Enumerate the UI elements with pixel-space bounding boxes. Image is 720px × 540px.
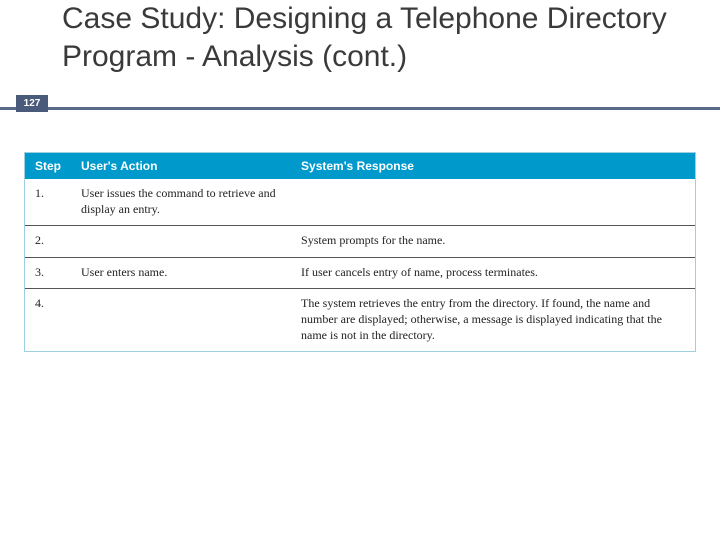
slide-title: Case Study: Designing a Telephone Direct… bbox=[62, 0, 692, 75]
cell-response: The system retrieves the entry from the … bbox=[291, 288, 695, 351]
cell-step: 4. bbox=[25, 288, 71, 351]
steps-table-container: Step User's Action System's Response 1. … bbox=[24, 152, 696, 352]
header-response: System's Response bbox=[291, 153, 695, 179]
table-row: 3. User enters name. If user cancels ent… bbox=[25, 257, 695, 288]
cell-action: User enters name. bbox=[71, 257, 291, 288]
cell-step: 3. bbox=[25, 257, 71, 288]
steps-table: Step User's Action System's Response 1. … bbox=[25, 153, 695, 351]
cell-step: 2. bbox=[25, 226, 71, 257]
header-step: Step bbox=[25, 153, 71, 179]
table-row: 4. The system retrieves the entry from t… bbox=[25, 288, 695, 351]
table-row: 2. System prompts for the name. bbox=[25, 226, 695, 257]
title-underline bbox=[0, 107, 720, 110]
cell-step: 1. bbox=[25, 179, 71, 226]
cell-response: System prompts for the name. bbox=[291, 226, 695, 257]
cell-action bbox=[71, 288, 291, 351]
cell-response: If user cancels entry of name, process t… bbox=[291, 257, 695, 288]
table-header-row: Step User's Action System's Response bbox=[25, 153, 695, 179]
cell-action bbox=[71, 226, 291, 257]
page-number-badge: 127 bbox=[16, 95, 48, 112]
slide-title-block: Case Study: Designing a Telephone Direct… bbox=[62, 0, 692, 75]
cell-response bbox=[291, 179, 695, 226]
table-row: 1. User issues the command to retrieve a… bbox=[25, 179, 695, 226]
cell-action: User issues the command to retrieve and … bbox=[71, 179, 291, 226]
header-action: User's Action bbox=[71, 153, 291, 179]
